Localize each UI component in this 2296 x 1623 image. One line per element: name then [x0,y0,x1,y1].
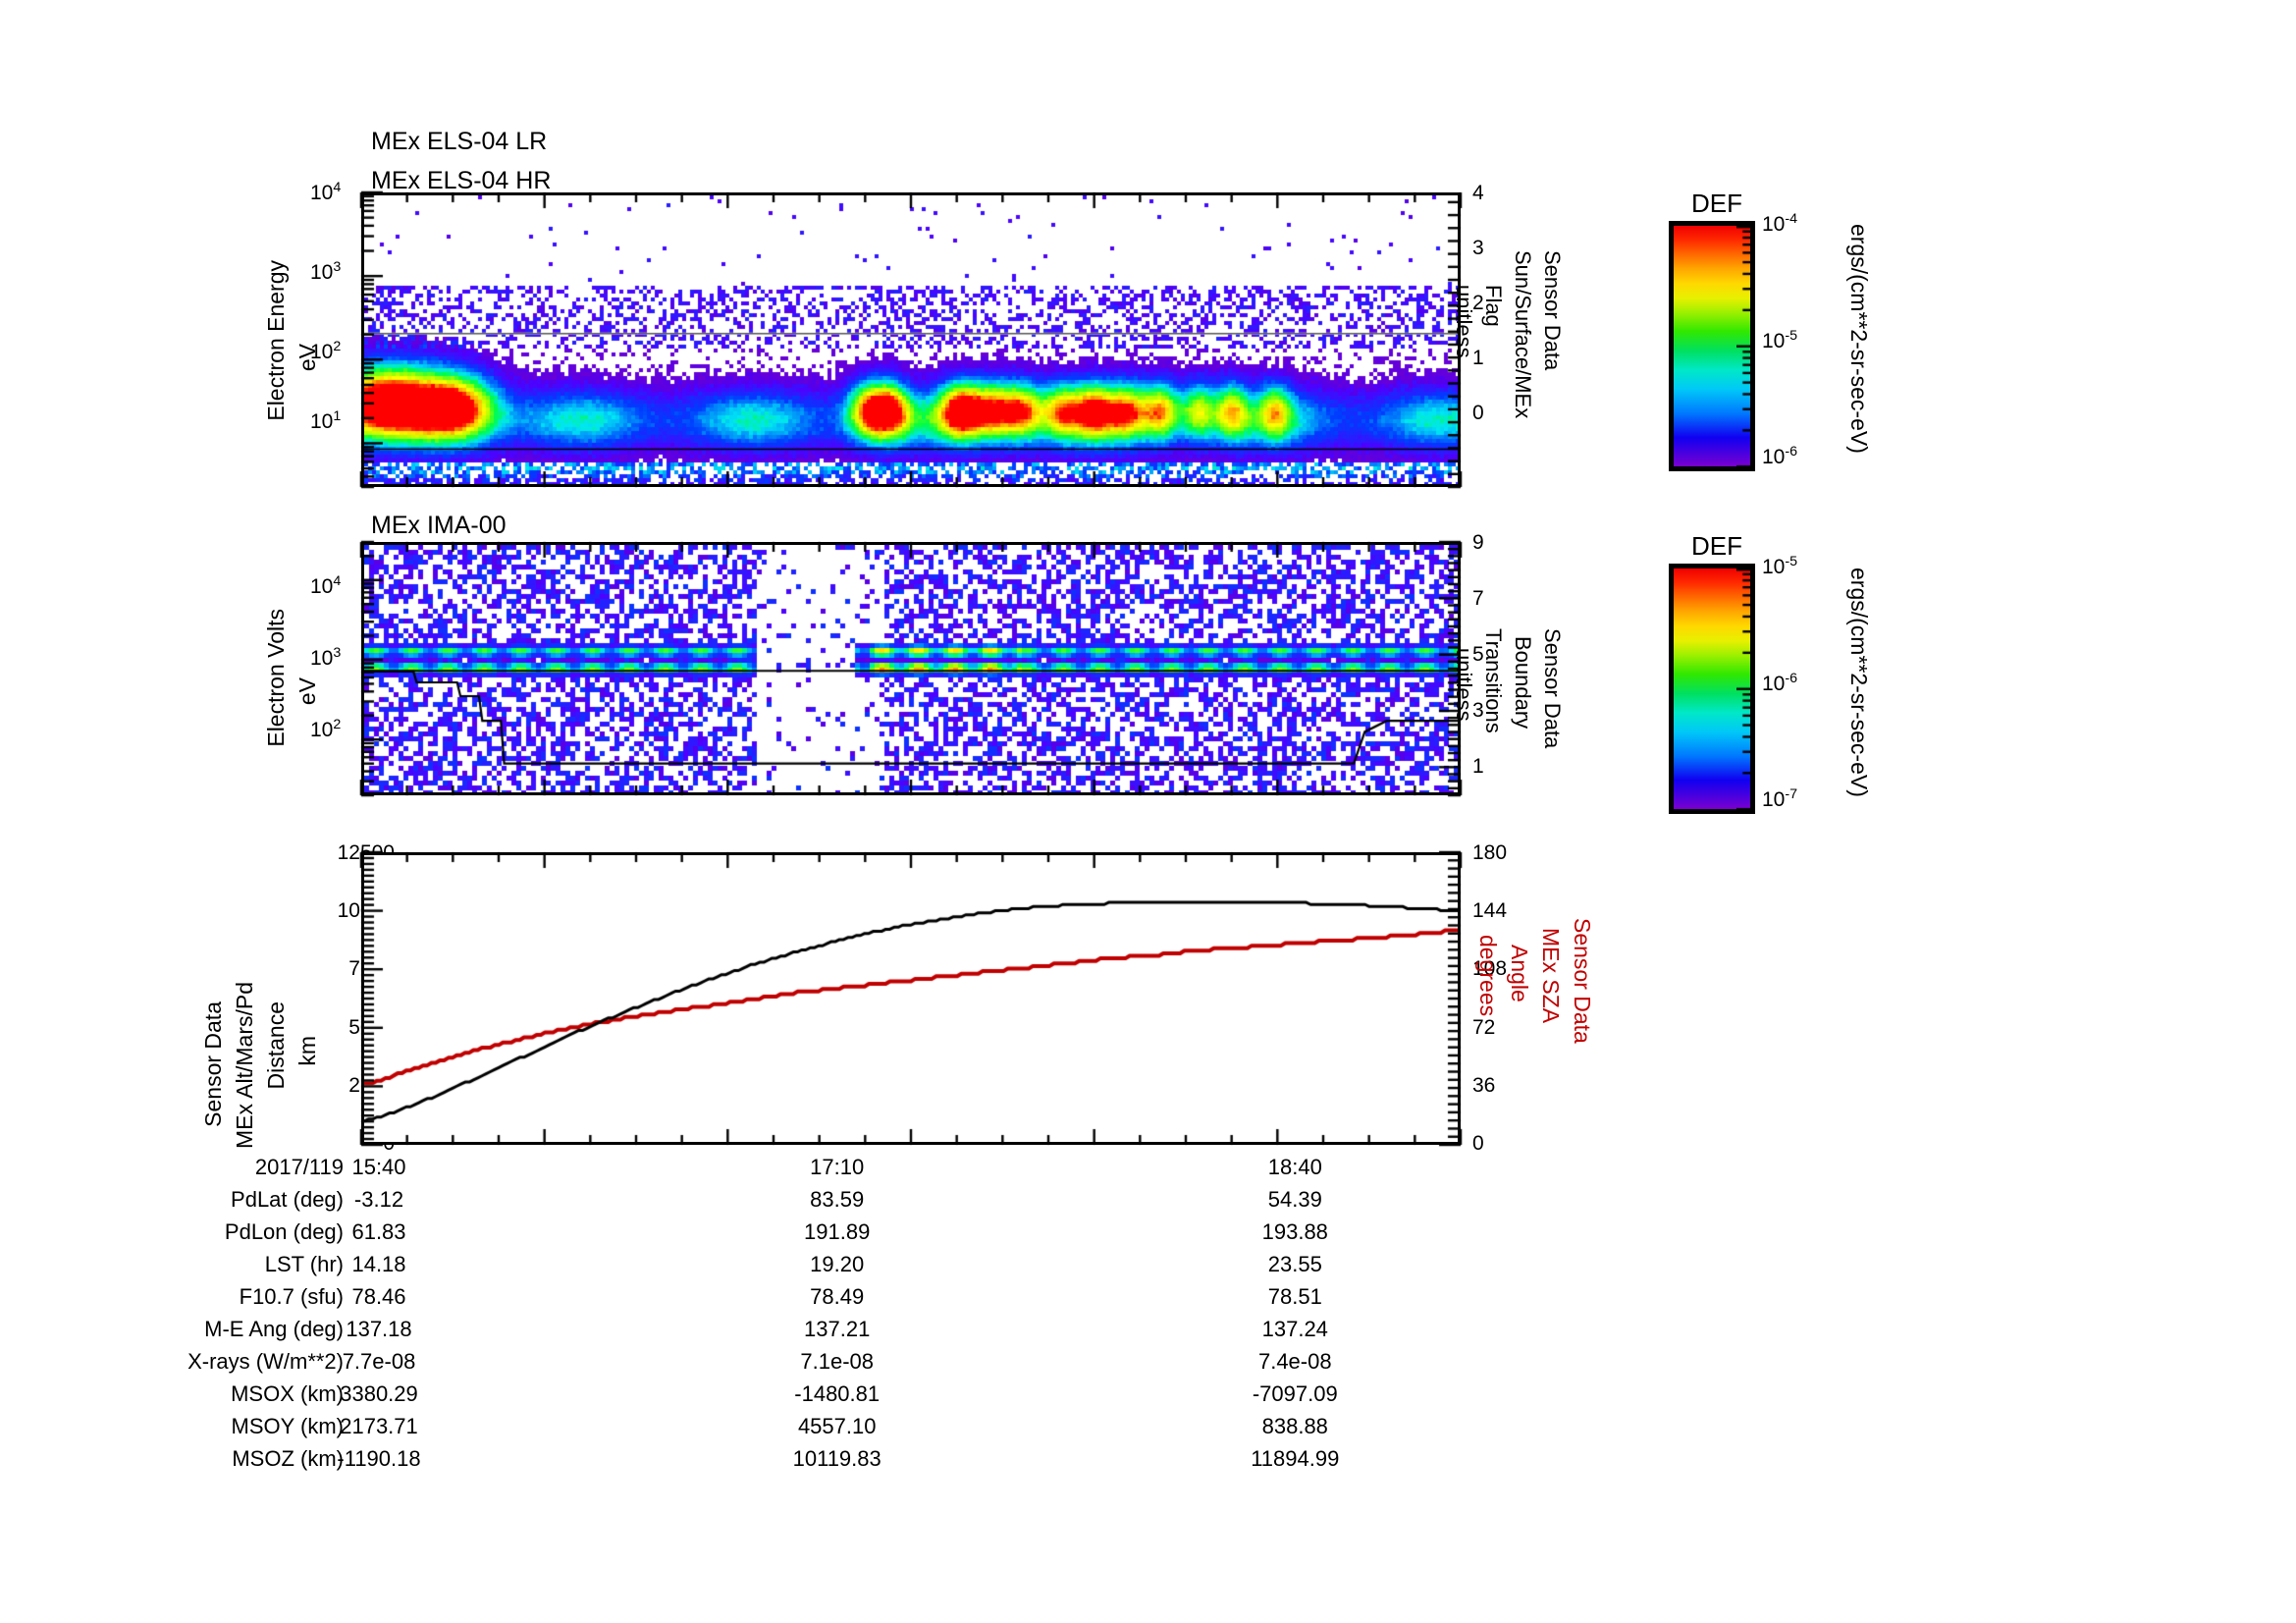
colorbar2-tick-mid: 10-6 [1762,671,1798,695]
panel2-right-tick-1: 1 [1472,755,1484,778]
panel1-ytick-2: 102 [310,339,342,363]
panel3-right-label-angle: Angle [1507,945,1532,1002]
panel1-plot-area[interactable] [361,192,1461,487]
table-cell: 18:40 [1267,1155,1322,1179]
panel1-right-tick-3: 3 [1472,237,1484,259]
panel2-ylabel: Electron Volts [263,609,289,747]
panel1-ylabel: Electron Energy [263,260,289,421]
table-cell: 61.83 [351,1219,406,1244]
table-cell: 15:40 [351,1155,406,1179]
panel1-title-hr: MEx ELS-04 HR [371,167,552,194]
colorbar2-units: ergs/(cm**2-sr-sec-eV) [1846,568,1872,797]
colorbar1-tick-mid: 10-5 [1762,328,1798,352]
table-cell: -3.12 [353,1187,404,1212]
panel1-right-label-units: unitless [1452,285,1476,358]
table-cell: 838.88 [1261,1414,1328,1438]
table-cell: 78.49 [810,1284,865,1309]
panel3-left-label-alt: MEx Alt/Mars/Pd [232,982,257,1149]
table-cell: 191.89 [804,1219,871,1244]
table-cell: 7.4e-08 [1257,1349,1332,1374]
table-cell: 137.24 [1261,1317,1328,1341]
table-cell: -7097.09 [1252,1381,1338,1406]
table-cell: 78.51 [1267,1284,1322,1309]
table-cell: 193.88 [1261,1219,1328,1244]
panel3-right-tick-0: 0 [1472,1132,1484,1155]
panel3-right-label-sza: MEx SZA [1538,928,1564,1024]
panel2-right-label-sensor-data: Sensor Data [1540,628,1565,749]
table-cell: -1190.18 [337,1446,421,1471]
colorbar2-tick-min: 10-7 [1762,786,1798,811]
table-cell: 14.18 [351,1252,406,1276]
panel1-ytick-1: 101 [310,408,342,433]
colorbar1-tick-max: 10-4 [1762,211,1798,236]
table-cell: 83.59 [810,1187,865,1212]
panel3-line-canvas [364,855,1458,1142]
panel3-right-tick-144: 144 [1472,899,1508,922]
panel2-ytick-2: 102 [310,717,342,741]
colorbar1 [1669,221,1755,471]
colorbar1-title: DEF [1691,189,1742,218]
table-cell: 7.7e-08 [342,1349,416,1374]
table-cell: 10119.83 [792,1446,881,1471]
colorbar2-ticks [1736,568,1750,809]
panel1-right-tick-0: 0 [1472,402,1484,424]
table-cell: 3380.29 [340,1381,418,1406]
panel1-ytick-4: 104 [310,180,342,204]
table-cell: 78.46 [351,1284,406,1309]
table-cell: 4557.10 [797,1414,877,1438]
panel3-plot-area[interactable] [361,852,1461,1145]
panel1-spectrogram-canvas [364,195,1458,484]
colorbar2-title: DEF [1691,531,1742,561]
panel1-ytick-3: 103 [310,259,342,284]
colorbar2 [1669,564,1755,814]
panel3-right-tick-180: 180 [1472,841,1508,864]
panel3-left-label-km: km [294,1036,320,1066]
table-cell: 19.20 [810,1252,865,1276]
table-cell: 54.39 [1267,1187,1322,1212]
colorbar1-ticks [1736,226,1750,466]
colorbar2-tick-max: 10-5 [1762,554,1798,578]
table-cell: 11894.99 [1251,1446,1340,1471]
panel2-right-label-transitions: Transitions [1481,628,1506,733]
table-cell: 137.18 [346,1317,412,1341]
table-cell: 2173.71 [340,1414,418,1438]
panel1-title-lr: MEx ELS-04 LR [371,128,548,155]
panel2-plot-area[interactable] [361,542,1461,795]
panel3-left-label-distance: Distance [263,1001,289,1090]
panel2-ytick-3: 103 [310,645,342,670]
colorbar1-tick-min: 10-6 [1762,444,1798,468]
table-cell: 7.1e-08 [800,1349,875,1374]
table-cell: 137.21 [804,1317,871,1341]
panel3-right-tick-72: 72 [1472,1016,1496,1039]
panel1-right-label-sensor-data: Sensor Data [1540,250,1565,371]
panel2-spectrogram-canvas [364,545,1458,792]
panel2-right-tick-7: 7 [1472,587,1484,610]
table-cell: -1480.81 [794,1381,881,1406]
panel3-right-tick-36: 36 [1472,1074,1496,1097]
panel2-ytick-4: 104 [310,573,342,598]
panel1-right-tick-4: 4 [1472,182,1484,204]
panel2-right-label-units: unitless [1452,648,1476,722]
table-cell: 17:10 [810,1155,865,1179]
panel3-right-label-sensor-data: Sensor Data [1570,918,1595,1044]
panel1-right-label-flagsrc: Sun/Surface/MEx [1511,250,1535,419]
panel2-title: MEx IMA-00 [371,512,507,539]
colorbar1-units: ergs/(cm**2-sr-sec-eV) [1846,224,1872,454]
panel3-left-label-sensor-data: Sensor Data [200,1001,226,1127]
panel2-right-tick-9: 9 [1472,531,1484,554]
table-cell: 23.55 [1267,1252,1322,1276]
panel2-yunits: eV [294,677,320,706]
panel2-right-label-boundary: Boundary [1511,636,1535,730]
panel3-right-label-degrees: degrees [1475,935,1501,1017]
panel1-right-label-flag: Flag [1481,285,1506,327]
